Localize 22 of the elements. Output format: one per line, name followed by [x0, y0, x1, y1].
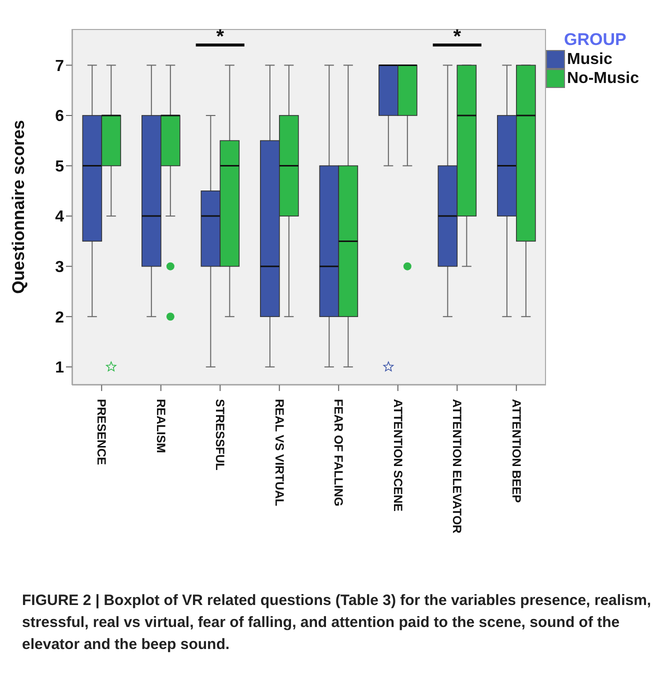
- legend-title: GROUP: [564, 30, 628, 50]
- y-tick-label: 5: [55, 158, 64, 176]
- y-tick-label: 2: [55, 309, 64, 326]
- legend-label: Music: [566, 50, 614, 69]
- caption: FIGURE 2 | Boxplot of VR related questions (Table 3) for the variables presence, realism, stressful, real vs virtual, fear of falling, and attention paid to the scene, sound of the elevator and the beep sound.: [22, 591, 652, 655]
- x-tick-label: PRESENCE: [94, 399, 109, 466]
- x-tick-label: ATTENTION BEEP: [509, 399, 524, 503]
- x-tick-label: STRESSFUL: [213, 399, 228, 470]
- legend-label: No-Music: [566, 69, 639, 88]
- y-axis-title: Questionnaire scores: [9, 120, 28, 294]
- y-tick-label: 7: [55, 58, 64, 75]
- x-tick-label: ATTENTION ELEVATOR: [450, 399, 464, 534]
- x-tick-label: REAL VS VIRTUAL: [272, 399, 286, 506]
- x-tick-label: FEAR OF FALLING: [332, 399, 346, 506]
- y-tick-label: 3: [55, 259, 64, 276]
- x-tick-label: REALISM: [154, 399, 168, 454]
- y-tick-label: 1: [55, 360, 64, 377]
- y-tick-label: 6: [55, 108, 64, 126]
- annotation: *: [453, 26, 462, 48]
- x-tick-label: ATTENTION SCENE: [390, 399, 405, 512]
- y-tick-label: 4: [55, 208, 64, 226]
- annotation: *: [216, 26, 224, 48]
